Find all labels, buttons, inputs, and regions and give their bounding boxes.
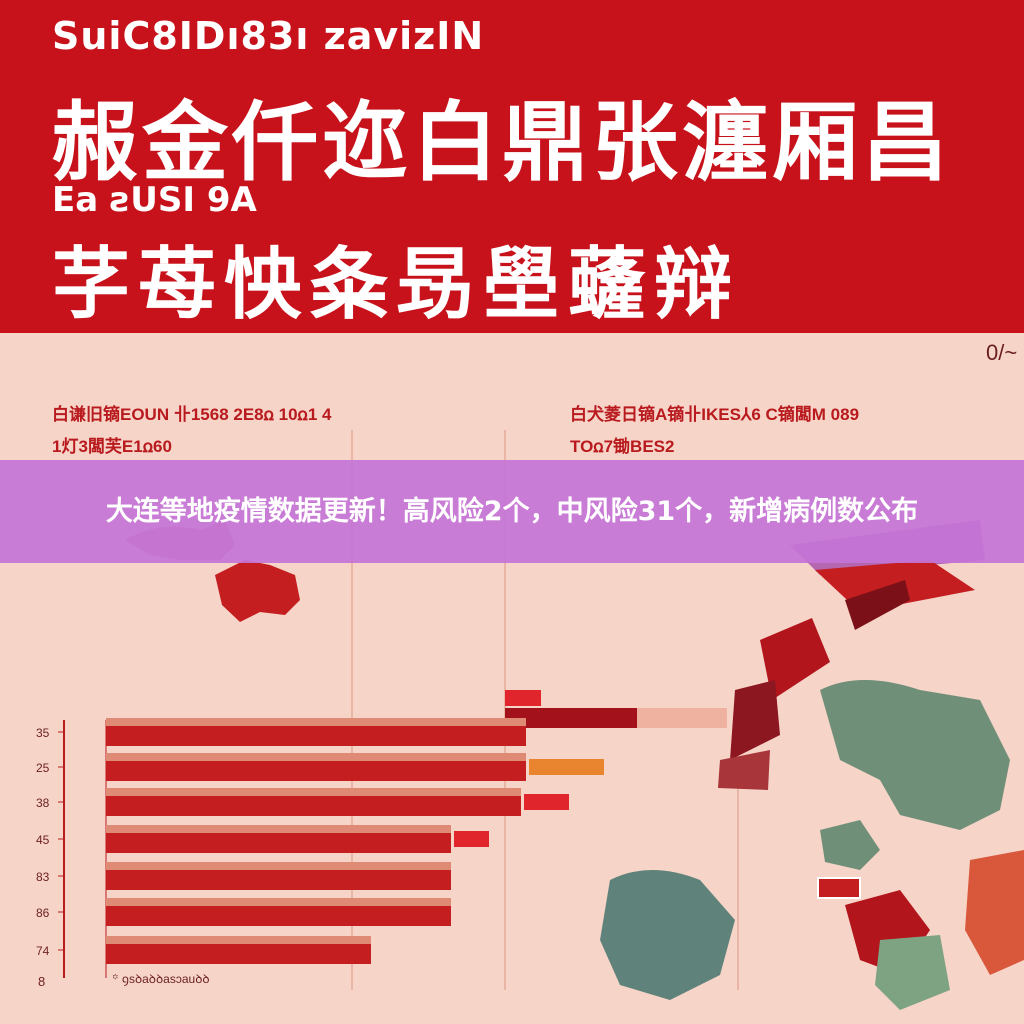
bar-stripe-3: [106, 825, 451, 833]
bar-accent-2: [524, 794, 569, 810]
province-map-red: [215, 560, 300, 622]
bar-accent-3: [454, 831, 489, 847]
ring-segment: [730, 680, 780, 760]
y-tick-label-4: 83: [36, 870, 50, 884]
corner-code: 0/~: [986, 340, 1018, 365]
ring-segment: [845, 580, 910, 630]
right-panel-subtitle-2: TOꭥ7锄BES2: [570, 437, 675, 456]
region-map-orange: [965, 850, 1024, 975]
mini-bar: [505, 690, 541, 706]
region-map-teal: [820, 820, 880, 870]
left-panel-subtitle-1: 白谦旧镝EOUN 卝1568 2E8ꭥ 10ꭥ1 4: [52, 405, 332, 424]
bar-stripe-4: [106, 862, 451, 870]
header-line-2: 赧金仟迩白鼎张瀍厢昌: [52, 93, 952, 193]
bar-stripe-1: [106, 753, 526, 761]
bottom-footnote: ꙳ ꝯsꝺaꝺꝺasɔauꝺꝺ: [112, 972, 210, 986]
ring-segment: [718, 750, 770, 790]
title-banner: 大连等地疫情数据更新！高风险2个，中风险31个，新增病例数公布: [0, 460, 1024, 563]
bar-chart: 35 25 38 45 83 86 74 8: [36, 718, 604, 989]
region-map-teal: [820, 680, 1010, 830]
header-line-1: SuiC8IDı83ı zavizIN: [52, 14, 485, 58]
bar-stripe-5: [106, 898, 451, 906]
y-tick-label-5: 86: [36, 906, 50, 920]
bar-accent-1: [529, 759, 604, 775]
right-panel-subtitle-1: 白犬菱日镝A镝卝IKES⅄6 C镝闆M 089: [570, 405, 860, 424]
banner-title: 大连等地疫情数据更新！高风险2个，中风险31个，新增病例数公布: [105, 496, 919, 527]
header-line-3: Ea ƨUSI 9A: [52, 180, 257, 220]
mini-bar: [637, 708, 727, 728]
y-tick-label-0: 35: [36, 726, 50, 740]
bar-stripe-0: [106, 718, 526, 726]
mini-bar: [505, 708, 637, 728]
region-map-teal: [875, 935, 950, 1010]
ring-segment: [760, 618, 830, 700]
header-banner: SuiC8IDı83ı zavizIN 赧金仟迩白鼎张瀍厢昌 Ea ƨUSI 9…: [0, 0, 1024, 333]
header-line-4: 芓苺怏夈昮壆虄辩: [52, 240, 741, 330]
y-tick-label-3: 45: [36, 833, 50, 847]
region-map-teal: [600, 870, 735, 1000]
left-panel-subtitle-2: 1灯3闆芙E1ꭥ60: [52, 437, 172, 456]
map-legend-box: [817, 877, 861, 899]
axis-bottom-label: 8: [38, 974, 45, 989]
bar-stripe-2: [106, 788, 521, 796]
y-tick-label-6: 74: [36, 944, 50, 958]
y-tick-label-1: 25: [36, 761, 50, 775]
y-tick-label-2: 38: [36, 796, 50, 810]
bar-stripe-6: [106, 936, 371, 944]
